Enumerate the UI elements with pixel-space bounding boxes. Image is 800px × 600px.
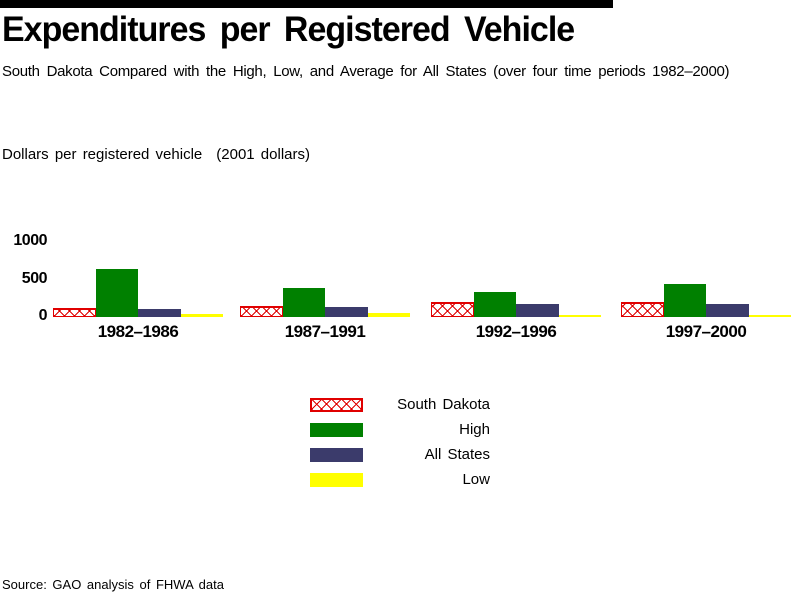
bar-high-3 (663, 283, 706, 317)
bar-low-1 (367, 312, 410, 317)
legend: South Dakota High All States Low (310, 396, 490, 497)
legend-row-high: High (310, 421, 490, 438)
legend-swatch-high (310, 422, 363, 437)
legend-swatch-all-states (310, 447, 363, 462)
title-rule (0, 0, 613, 8)
bar-south-dakota-0 (53, 307, 96, 317)
legend-label-high: High (459, 421, 490, 438)
y-tick-0: 0 (38, 307, 48, 324)
bar-all-states-1 (325, 306, 368, 317)
legend-row-low: Low (310, 471, 490, 488)
bar-low-3 (748, 314, 791, 317)
y-tick-1000: 1000 (13, 232, 47, 249)
chart-subtitle: South Dakota Compared with the High, Low… (2, 63, 730, 80)
bar-south-dakota-1 (240, 306, 283, 317)
bar-group-1992-1996 (431, 291, 601, 317)
legend-swatch-south-dakota (310, 397, 363, 412)
y-tick-500: 500 (21, 270, 48, 287)
bar-high-1 (282, 287, 325, 317)
legend-label-low: Low (462, 471, 490, 488)
source-note: Source: GAO analysis of FHWA data (2, 577, 224, 592)
bar-low-2 (558, 315, 601, 317)
bar-low-0 (180, 313, 223, 317)
y-axis-title: Dollars per registered vehicle (2001 doll… (2, 146, 310, 163)
x-axis-label-1: 1987–1991 (284, 322, 366, 341)
legend-row-all-states: All States (310, 446, 490, 463)
x-axis-label-0: 1982–1986 (97, 322, 179, 341)
y-axis-unit-label: Dollars per registered vehicle (2, 146, 203, 163)
bar-south-dakota-3 (621, 302, 664, 317)
x-axis-label-3: 1997–2000 (665, 322, 747, 341)
bar-all-states-2 (516, 304, 559, 317)
bar-high-0 (95, 269, 138, 317)
bar-all-states-0 (138, 308, 181, 317)
legend-swatch-low (310, 472, 363, 487)
legend-label-all-states: All States (424, 446, 490, 463)
bar-all-states-3 (706, 303, 749, 317)
bar-south-dakota-2 (431, 302, 474, 317)
bar-high-2 (473, 291, 516, 317)
legend-row-south-dakota: South Dakota (310, 396, 490, 413)
y-axis-unit-note: (2001 dollars) (216, 146, 310, 163)
bar-group-1997-2000 (621, 283, 791, 317)
page-title: Expenditures per Registered Vehicle (2, 10, 575, 49)
legend-label-south-dakota: South Dakota (397, 396, 490, 413)
bar-group-1982-1986 (53, 269, 223, 317)
bar-group-1987-1991 (240, 287, 410, 317)
x-axis-label-2: 1992–1996 (475, 322, 557, 341)
